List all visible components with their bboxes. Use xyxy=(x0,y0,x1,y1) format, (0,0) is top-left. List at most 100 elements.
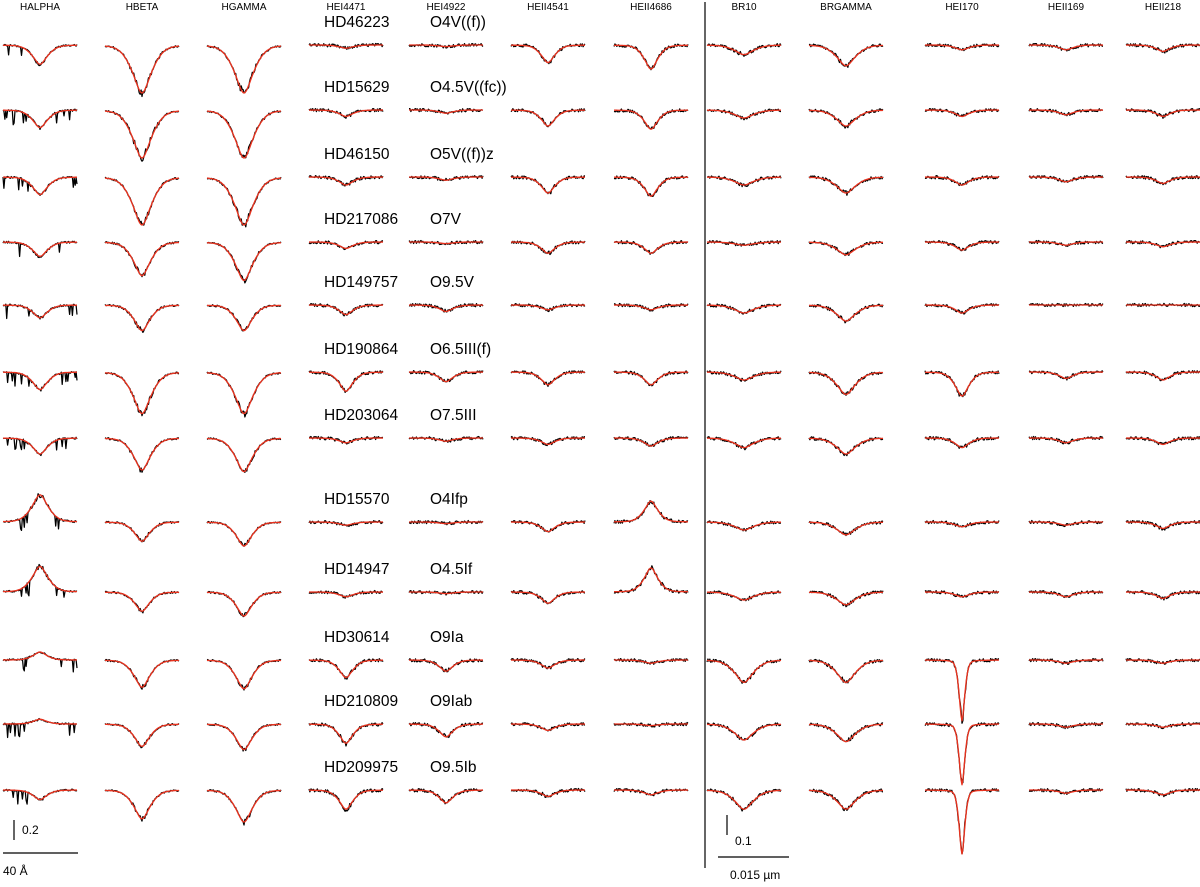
spectrum-panel xyxy=(808,520,884,537)
model-spectrum xyxy=(309,659,383,679)
spectrum-panel xyxy=(206,520,282,547)
observed-spectrum xyxy=(2,788,78,805)
spectrum-panel xyxy=(510,240,586,256)
model-spectrum xyxy=(104,110,180,159)
spectrum-panel xyxy=(104,45,180,98)
spectrum-panel xyxy=(613,436,689,448)
spectrum-panel xyxy=(408,239,484,246)
spectrum-panel xyxy=(613,721,689,728)
spectrum-panel xyxy=(408,721,484,739)
model-spectrum xyxy=(614,500,688,523)
spectrum-panel xyxy=(408,42,484,49)
spectrum-panel xyxy=(510,175,586,195)
model-spectrum xyxy=(1029,241,1103,246)
spectrum-panel xyxy=(1125,722,1200,730)
model-spectrum xyxy=(309,176,383,186)
model-spectrum xyxy=(409,109,483,114)
spectrum-panel xyxy=(206,304,282,332)
spectrum-panel xyxy=(808,788,883,812)
observed-spectrum xyxy=(206,241,282,284)
model-spectrum xyxy=(925,241,999,251)
spectral-type: O6.5III(f) xyxy=(430,341,491,358)
model-spectrum xyxy=(511,521,585,533)
spectral-type: O7V xyxy=(430,211,462,228)
model-spectrum xyxy=(3,109,77,129)
model-spectrum xyxy=(104,591,180,612)
observed-spectrum xyxy=(206,110,282,159)
observed-spectrum xyxy=(2,240,78,259)
observed-spectrum xyxy=(104,176,180,226)
spectrum-panel xyxy=(308,302,384,317)
observed-spectrum xyxy=(924,657,1000,724)
spectrum-panel xyxy=(1125,787,1200,798)
model-spectrum xyxy=(1029,789,1103,794)
spectrum-panel xyxy=(409,174,484,182)
column-headers: HALPHA HBETA HGAMMA HEI4471 HEI4922 HEII4541 H… xyxy=(20,2,1182,13)
spectrum-panel xyxy=(706,590,782,602)
spectrum-panel xyxy=(808,43,884,68)
observed-spectrum xyxy=(2,108,78,131)
spectrum-panel xyxy=(308,787,384,812)
model-spectrum xyxy=(206,659,282,690)
star-labels: HD46223 O4V((f)) HD15629 O4.5V((fc)) HD46150… xyxy=(324,14,507,776)
column-header-hbeta: HBETA xyxy=(126,2,159,13)
model-spectrum xyxy=(808,304,884,322)
spectrum-panel xyxy=(1028,590,1104,599)
spectrum-panel xyxy=(706,108,781,121)
star-name: HD190864 xyxy=(324,341,398,358)
model-spectrum xyxy=(3,176,77,196)
model-spectrum xyxy=(707,241,781,246)
observed-spectrum xyxy=(706,658,782,684)
model-spectrum xyxy=(808,109,884,127)
star-name: HD149757 xyxy=(324,274,398,291)
model-spectrum xyxy=(309,591,383,598)
model-spectrum xyxy=(309,241,383,250)
model-spectrum xyxy=(309,723,383,744)
star-name: HD46150 xyxy=(324,146,390,163)
column-header-halpha: HALPHA xyxy=(20,2,60,13)
star-name: HD209975 xyxy=(324,759,398,776)
spectrum-panel xyxy=(613,657,689,665)
model-spectrum xyxy=(511,371,585,386)
spectrum-panel xyxy=(206,176,282,228)
model-spectrum xyxy=(707,591,781,601)
observed-spectrum xyxy=(104,590,180,614)
spectrum-panel xyxy=(2,717,77,739)
spectrum-panel xyxy=(2,43,78,67)
spectrum-panel xyxy=(510,370,586,387)
model-spectrum xyxy=(925,437,999,449)
model-spectrum xyxy=(1126,659,1200,664)
model-spectrum xyxy=(925,521,999,528)
spectrum-panel xyxy=(613,499,689,524)
spectral-type: O4Ifp xyxy=(430,491,468,508)
model-spectrum xyxy=(105,723,179,748)
spectrum-panel xyxy=(808,175,884,196)
model-spectrum xyxy=(1029,591,1103,598)
spectrum-panel xyxy=(510,722,586,732)
spectrum-panel xyxy=(1125,239,1200,249)
spectrum-panel xyxy=(308,658,384,680)
spectrum-panel xyxy=(2,563,78,598)
model-spectrum xyxy=(809,659,883,684)
star-name: HD15570 xyxy=(324,491,390,508)
spectrum-panel xyxy=(206,722,282,752)
model-spectrum xyxy=(808,437,884,455)
model-spectrum xyxy=(809,521,883,536)
model-spectrum xyxy=(707,659,781,684)
spectrum-panel xyxy=(206,437,282,474)
spectral-type: O5V((f))z xyxy=(430,146,494,163)
model-spectrum xyxy=(1029,723,1103,728)
spectrum-panel xyxy=(1125,107,1200,119)
observed-spectrum xyxy=(613,175,689,198)
spectral-type: O4V((f)) xyxy=(430,14,486,31)
model-spectrum xyxy=(105,241,179,277)
model-spectrum xyxy=(707,521,781,531)
model-spectrum xyxy=(309,521,383,526)
spectrum-panel xyxy=(613,370,689,387)
model-spectrum xyxy=(511,437,585,446)
model-spectrum xyxy=(511,176,585,194)
spectrum-panel xyxy=(924,436,1000,449)
spectrum-panel xyxy=(510,435,585,447)
spectrum-panel xyxy=(924,240,1000,252)
